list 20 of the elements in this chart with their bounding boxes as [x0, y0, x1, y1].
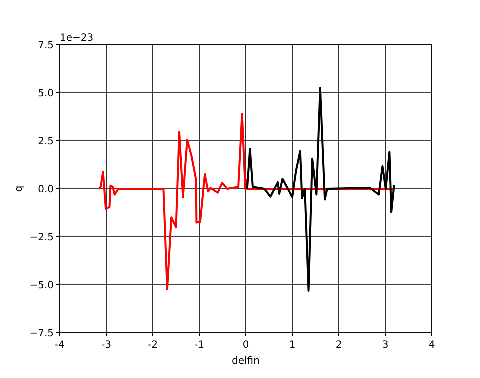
x-tick-label: 4: [428, 340, 436, 351]
y-axis-title: q: [14, 186, 25, 192]
y-tick-label: 2.5: [38, 136, 54, 148]
x-tick-label: -2: [148, 340, 158, 351]
x-tick-label: -3: [102, 340, 112, 351]
x-tick-label: 2: [336, 340, 342, 351]
y-tick-label: −7.5: [30, 328, 54, 340]
y-tick-label: 0.0: [38, 184, 54, 196]
x-tick-label: 1: [289, 340, 296, 351]
x-tick-label: -1: [194, 340, 204, 351]
y-tick-label: 5.0: [38, 88, 54, 100]
y-tick-label: −5.0: [30, 280, 54, 292]
y-tick-label: −2.5: [30, 232, 54, 244]
y-tick-label: 7.5: [38, 40, 54, 52]
x-axis-title: delfin: [232, 356, 260, 367]
x-tick-label: 3: [382, 340, 389, 351]
x-tick-label: 0: [242, 340, 250, 351]
line-series: [98, 113, 396, 291]
x-tick-label: -4: [55, 340, 65, 351]
text: 1e−23: [60, 33, 94, 44]
